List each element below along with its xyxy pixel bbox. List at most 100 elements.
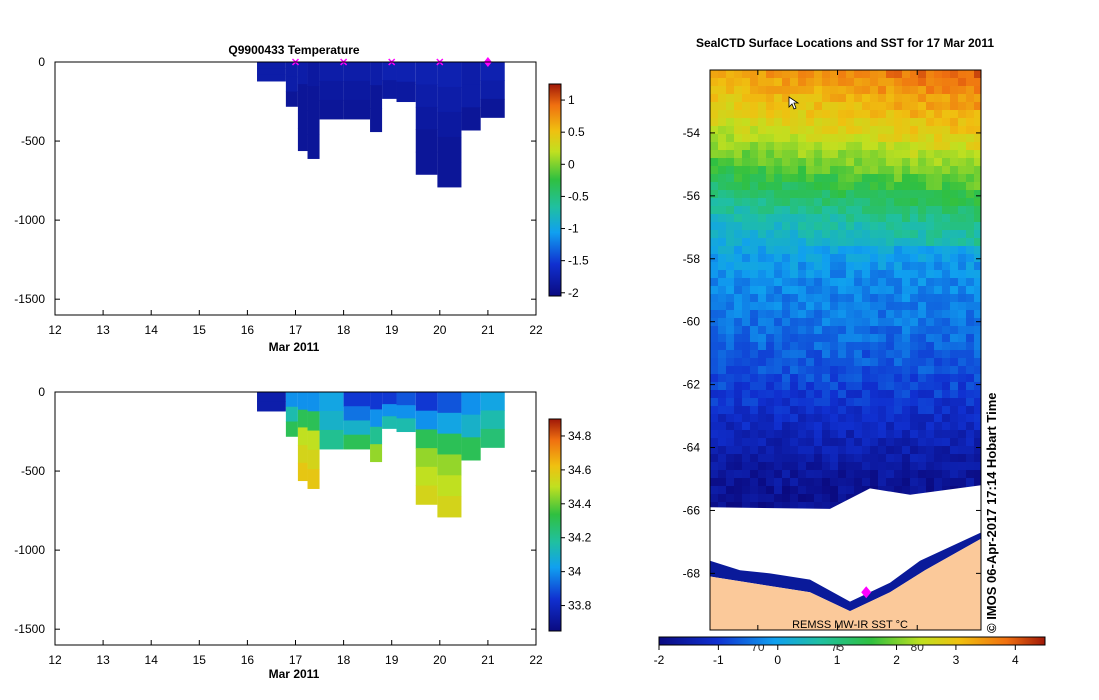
sst-cell xyxy=(878,382,886,390)
profile-cell xyxy=(370,392,383,410)
sst-cell xyxy=(782,214,790,222)
sst-cell xyxy=(710,222,718,230)
sst-cell xyxy=(854,478,862,486)
sst-cell xyxy=(846,278,854,286)
profile-cell xyxy=(415,129,438,153)
sst-cell xyxy=(958,70,966,78)
profile-cell xyxy=(343,406,371,421)
sst-cell xyxy=(910,118,918,126)
sst-cell xyxy=(934,350,942,358)
sst-cell xyxy=(798,342,806,350)
sst-cell xyxy=(950,470,958,478)
sst-cell xyxy=(910,206,918,214)
sst-cell xyxy=(862,126,870,134)
sst-cell xyxy=(710,350,718,358)
sst-cell xyxy=(918,142,926,150)
sst-cell xyxy=(950,126,958,134)
sst-cell xyxy=(950,174,958,182)
sst-cell xyxy=(830,502,838,510)
sst-cell xyxy=(918,302,926,310)
sst-cell xyxy=(814,414,822,422)
sst-cell xyxy=(974,238,981,246)
sst-cell xyxy=(790,126,798,134)
sst-cell xyxy=(822,358,830,366)
sst-cell xyxy=(726,158,734,166)
temperature-colorbar xyxy=(548,83,562,297)
x-tick-label: 20 xyxy=(433,653,447,667)
sst-cell xyxy=(870,230,878,238)
sst-cell xyxy=(822,334,830,342)
sst-cell xyxy=(750,446,758,454)
sst-cell xyxy=(950,302,958,310)
sst-cell xyxy=(854,190,862,198)
sst-cell xyxy=(766,286,774,294)
sst-cell xyxy=(790,318,798,326)
sst-cell xyxy=(966,262,974,270)
sst-cell xyxy=(950,270,958,278)
sst-cell xyxy=(886,350,894,358)
sst-cell xyxy=(774,486,782,494)
sst-cell xyxy=(742,478,750,486)
sst-cell xyxy=(774,422,782,430)
sst-cell xyxy=(894,430,902,438)
sst-cell xyxy=(718,462,726,470)
sst-cell xyxy=(918,230,926,238)
sst-cell xyxy=(750,366,758,374)
sst-cell xyxy=(902,390,910,398)
sst-cell xyxy=(710,502,718,510)
x-tick-label: 18 xyxy=(337,653,351,667)
sst-cell xyxy=(782,118,790,126)
sst-cell xyxy=(782,502,790,510)
sst-cell xyxy=(942,222,950,230)
sst-cell xyxy=(734,382,742,390)
sst-cell xyxy=(766,78,774,86)
sst-cell xyxy=(766,182,774,190)
sst-cell xyxy=(910,246,918,254)
sst-colorbar-tick-label: 1 xyxy=(834,653,841,667)
sst-cell xyxy=(710,246,718,254)
sst-cell xyxy=(822,206,830,214)
profile-cell xyxy=(307,469,320,489)
sst-cell xyxy=(718,374,726,382)
sst-cell xyxy=(806,454,814,462)
profile-cell xyxy=(415,466,438,487)
sst-cell xyxy=(766,142,774,150)
sst-cell xyxy=(862,318,870,326)
sst-cell xyxy=(782,174,790,182)
sst-cell xyxy=(806,350,814,358)
sst-cell xyxy=(830,198,838,206)
sst-cell xyxy=(782,158,790,166)
sst-cell xyxy=(726,134,734,142)
sst-cell xyxy=(974,246,981,254)
sst-cell xyxy=(766,94,774,102)
sst-cell xyxy=(806,366,814,374)
sst-cell xyxy=(774,206,782,214)
sst-cell xyxy=(974,334,981,342)
sst-cell xyxy=(806,238,814,246)
sst-cell xyxy=(918,454,926,462)
sst-cell xyxy=(750,414,758,422)
sst-cell xyxy=(782,286,790,294)
x-tick-label: 22 xyxy=(529,653,543,667)
sst-cell xyxy=(750,318,758,326)
sst-cell xyxy=(870,238,878,246)
sst-cell xyxy=(830,358,838,366)
sst-cell xyxy=(894,174,902,182)
sst-cell xyxy=(790,110,798,118)
sst-cell xyxy=(902,246,910,254)
sst-cell xyxy=(806,462,814,470)
sst-cell xyxy=(894,270,902,278)
sst-cell xyxy=(806,374,814,382)
sst-cell xyxy=(726,382,734,390)
sst-cell xyxy=(782,374,790,382)
sst-cell xyxy=(774,118,782,126)
sst-cell xyxy=(718,110,726,118)
profile-cell xyxy=(415,84,438,108)
sst-cell xyxy=(894,166,902,174)
sst-cell xyxy=(790,358,798,366)
sst-cell xyxy=(950,318,958,326)
sst-cell xyxy=(726,142,734,150)
sst-cell xyxy=(710,150,718,158)
sst-cell xyxy=(814,118,822,126)
colorbar-tick-label: 34 xyxy=(568,565,582,579)
